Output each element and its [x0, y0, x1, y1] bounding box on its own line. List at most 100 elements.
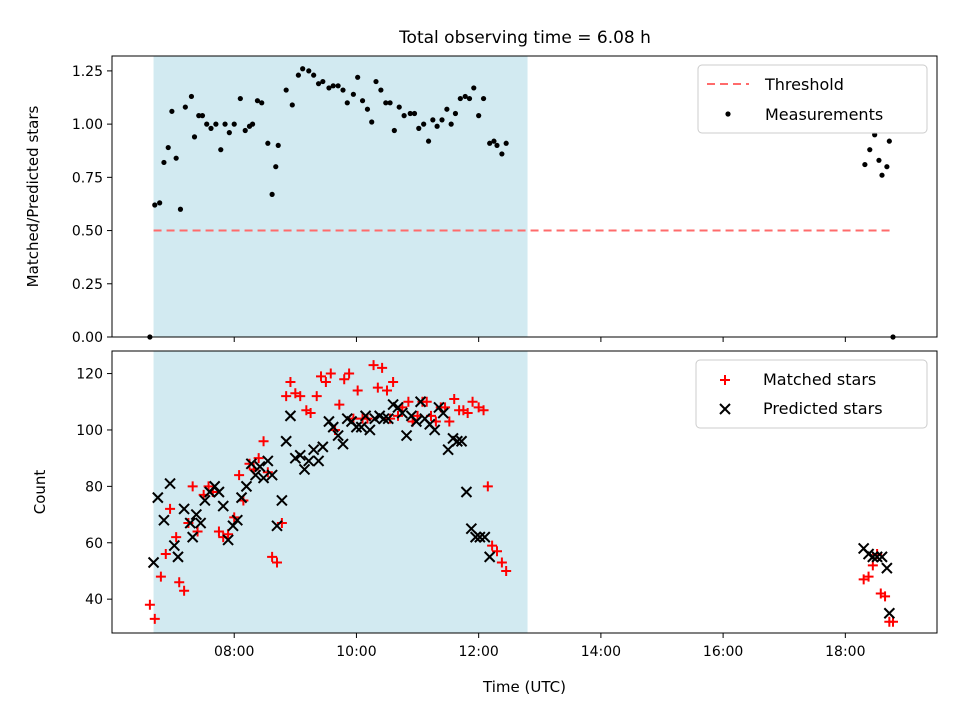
predicted-star-point: [190, 508, 203, 521]
matched-star-point: [295, 391, 306, 402]
measurement-point: [430, 117, 436, 123]
predicted-star-point: [428, 424, 441, 436]
measurement-point: [364, 106, 371, 112]
matched-star-point: [467, 396, 478, 407]
measurement-point: [396, 104, 402, 110]
measurement-point: [199, 113, 206, 119]
measurement-point: [213, 121, 219, 127]
x-tick-label: 18:00: [825, 644, 865, 660]
measurement-point: [152, 202, 158, 208]
predicted-star-point: [271, 520, 283, 532]
matched-star-point: [492, 546, 502, 557]
measurement-point: [487, 140, 493, 146]
y-tick-label: 80: [85, 479, 103, 495]
measurement-point: [265, 140, 271, 146]
measurement-point: [411, 110, 418, 117]
measurement-point: [387, 100, 393, 106]
predicted-star-point: [378, 412, 390, 425]
legend-box: [695, 359, 928, 429]
measurement-point: [391, 127, 397, 134]
matched-star-point: [334, 399, 345, 410]
matched-star-point: [496, 557, 507, 568]
predicted-star-point: [152, 491, 164, 504]
measurement-point: [259, 100, 265, 106]
predicted-star-point: [465, 522, 478, 535]
y-tick-label: 0.25: [72, 277, 103, 293]
predicted-star-point: [194, 517, 207, 529]
matched-star-point: [165, 503, 176, 514]
measurement-point: [191, 134, 198, 140]
matched-star-point: [179, 585, 190, 596]
y-tick-label: 1.00: [72, 117, 103, 133]
measurement-point: [373, 78, 379, 85]
predicted-star-point: [883, 607, 896, 619]
bottom-y-axis-label: Count: [31, 470, 49, 515]
predicted-star-point: [474, 531, 486, 543]
matched-star-point: [444, 416, 455, 427]
x-tick-label: 08:00: [214, 644, 254, 660]
measurement-point: [231, 121, 237, 127]
measurement-point: [169, 108, 175, 114]
predicted-star-point: [871, 551, 883, 563]
y-tick-label: 100: [76, 423, 103, 439]
matched-star-point: [385, 413, 396, 424]
measurement-point: [249, 121, 256, 127]
measurement-point: [315, 81, 322, 87]
measurement-point: [326, 85, 332, 91]
predicted-star-point: [172, 551, 184, 563]
matched-star-point: [501, 565, 512, 576]
measurement-point: [320, 78, 326, 85]
measurement-point: [444, 106, 450, 112]
measurement-point: [867, 147, 873, 153]
predicted-star-point: [327, 421, 339, 433]
measurement-point: [289, 102, 295, 108]
predicted-star-point: [184, 517, 196, 529]
bottom-legend: Matched stars Predicted stars: [695, 359, 928, 429]
predicted-star-point: [178, 503, 190, 515]
predicted-star-point: [460, 486, 473, 498]
predicted-star-point: [217, 500, 229, 512]
predicted-star-point: [158, 514, 170, 526]
predicted-star-point: [266, 469, 278, 481]
predicted-star-point: [483, 551, 496, 563]
matched-star-point: [285, 377, 296, 388]
predicted-star-point: [298, 463, 311, 476]
measurement-point: [476, 113, 482, 119]
matched-star-point: [171, 532, 182, 543]
matched-star-point: [187, 481, 198, 492]
predicted-star-point: [284, 410, 297, 422]
matched-star-point: [272, 557, 282, 568]
legend-box: [697, 64, 928, 134]
measurement-point: [471, 85, 477, 91]
top-y-ticks: 0.00 0.25 0.50 0.75 1.00 1.25: [72, 64, 112, 346]
matched-star-point: [267, 551, 278, 562]
measurement-point: [340, 87, 346, 93]
y-tick-label: 0.75: [72, 170, 103, 186]
predicted-star-point: [469, 531, 482, 543]
measurement-point: [457, 95, 463, 102]
predicted-star-point: [876, 551, 888, 563]
matched-star-point: [316, 371, 326, 382]
legend-measurements-swatch: [725, 111, 731, 117]
matched-star-point: [449, 393, 460, 404]
measurement-point: [283, 87, 289, 93]
matched-star-point: [462, 408, 473, 419]
matched-star-point: [253, 453, 264, 464]
measurement-point: [222, 121, 228, 127]
matched-star-point: [888, 616, 898, 627]
predicted-star-point: [359, 410, 372, 422]
predicted-star-point: [350, 421, 363, 433]
matched-star-point: [377, 362, 388, 373]
measurement-point: [462, 93, 468, 100]
matched-star-point: [234, 470, 245, 481]
measurement-point: [378, 87, 384, 93]
predicted-star-point: [867, 551, 879, 563]
measurement-point: [300, 66, 306, 72]
measurement-point: [344, 100, 350, 106]
legend-matched-swatch: [720, 375, 730, 385]
measurement-point: [407, 110, 413, 117]
measurement-point: [448, 121, 454, 127]
measurement-point: [306, 68, 312, 74]
matched-star-point: [863, 571, 874, 582]
measurement-point: [434, 123, 440, 129]
